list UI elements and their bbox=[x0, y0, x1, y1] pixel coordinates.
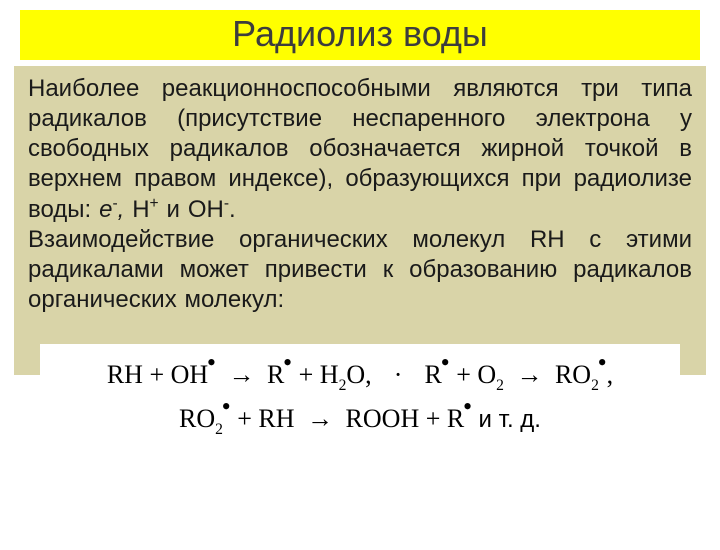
eq2-dot1: • bbox=[222, 392, 231, 421]
eq2-dot2: • bbox=[463, 392, 472, 421]
title-band: Радиолиз воды bbox=[20, 10, 700, 60]
eq1-dot2: • bbox=[283, 348, 292, 377]
eq1-r2: R bbox=[425, 360, 442, 389]
equation-box: RH + OH• → R• + H2O, · R• + O2 → RO2•, R… bbox=[40, 344, 680, 456]
eq2-sub-ro2: 2 bbox=[215, 421, 223, 438]
p1-sep1: , bbox=[118, 196, 133, 223]
eq1-arrow1: → bbox=[222, 360, 260, 389]
eq2-rooh-r: ROOH + R bbox=[346, 404, 465, 433]
eq1-h: + H bbox=[292, 360, 338, 389]
paragraph-2: Взаимодействие органических молекул RH с… bbox=[28, 226, 692, 313]
p1-h-sup: + bbox=[150, 195, 159, 212]
eq2-tail: и т. д. bbox=[479, 406, 541, 433]
p1-sep2: и bbox=[159, 196, 188, 223]
eq2-rh: + RH bbox=[231, 404, 295, 433]
eq1-rh-oh: RH + OH bbox=[107, 360, 208, 389]
slide: Радиолиз воды Наиболее реакционноспособн… bbox=[0, 10, 720, 550]
eq1-sub-h2o: 2 bbox=[339, 377, 347, 394]
paragraph-1: Наиболее реакционноспособными являются т… bbox=[28, 75, 692, 223]
eq1-dot1: • bbox=[207, 348, 216, 377]
eq1-comma: , bbox=[607, 360, 614, 389]
eq1-r: R bbox=[267, 360, 284, 389]
eq1-ro2: RO bbox=[555, 360, 591, 389]
p1-h: H bbox=[132, 196, 149, 223]
p1-end: . bbox=[229, 196, 236, 223]
eq1-sub-ro2: 2 bbox=[591, 377, 599, 394]
eq1-midpunct: · bbox=[394, 360, 403, 389]
eq1-sub-o2: 2 bbox=[496, 377, 504, 394]
p1-oh: OH bbox=[188, 196, 224, 223]
equation-line-1: RH + OH• → R• + H2O, · R• + O2 → RO2•, bbox=[50, 354, 670, 398]
eq1-dot3: • bbox=[441, 348, 450, 377]
eq1-arrow2: → bbox=[510, 360, 548, 389]
eq1-dot4: • bbox=[598, 348, 607, 377]
eq2-arrow: → bbox=[301, 404, 339, 433]
equation-line-2: RO2• + RH → ROOH + R• и т. д. bbox=[50, 398, 670, 442]
eq1-h2o-comma: O, bbox=[346, 360, 371, 389]
eq2-ro2: RO bbox=[179, 404, 215, 433]
body-text: Наиболее реакционноспособными являются т… bbox=[14, 66, 706, 375]
p1-e: e bbox=[99, 196, 112, 223]
eq1-o: + O bbox=[450, 360, 496, 389]
